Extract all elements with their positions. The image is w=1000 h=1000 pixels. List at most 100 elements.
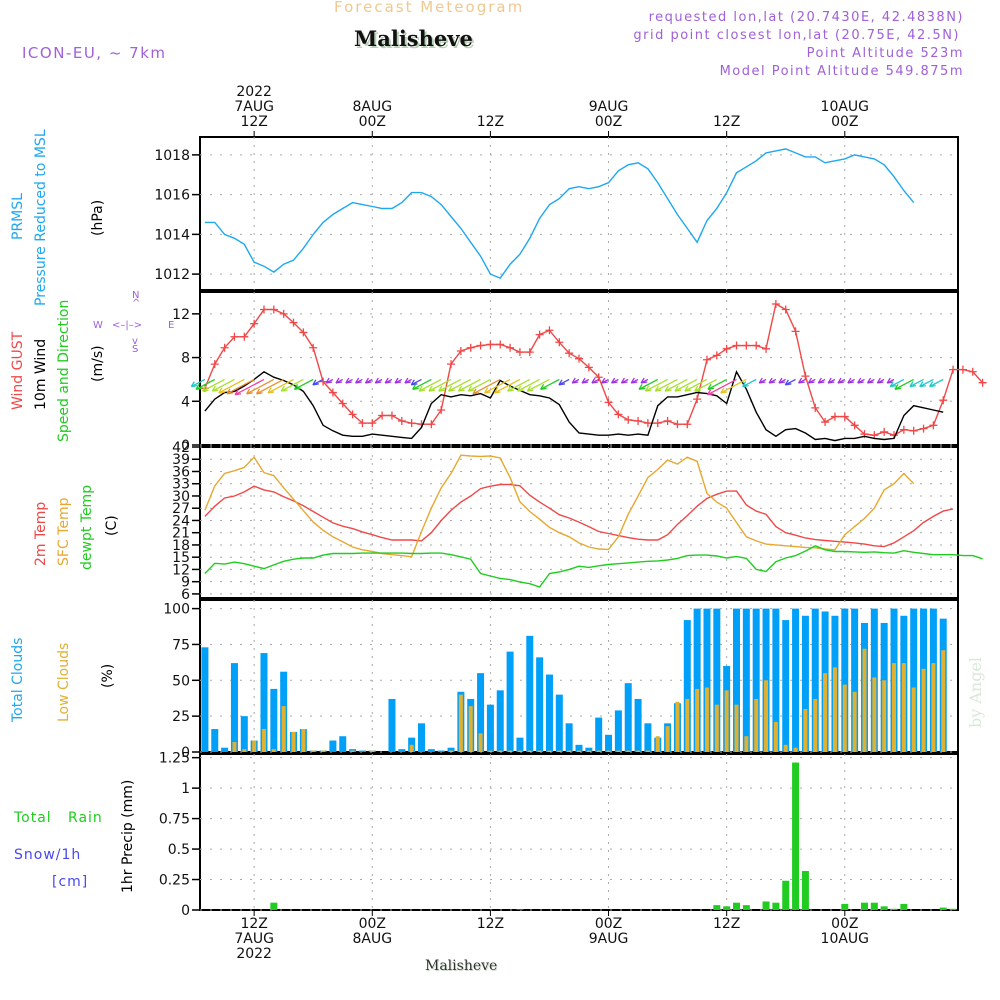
wind-arrow-head <box>516 385 524 392</box>
bar-low-clouds <box>655 736 660 752</box>
wind-arrow <box>645 378 668 392</box>
wind-arrow <box>428 378 452 392</box>
bar-low-clouds <box>488 750 493 752</box>
gust-marker <box>909 426 918 435</box>
wind-arrow-head <box>211 385 219 392</box>
gust-marker <box>240 332 249 341</box>
wind-arrow-head <box>325 377 333 384</box>
wind-arrow <box>655 378 678 392</box>
bar-total-clouds <box>496 690 504 752</box>
bar-total-clouds <box>752 608 760 752</box>
bar-total-clouds <box>240 716 248 752</box>
wind-arrow-head <box>467 385 475 392</box>
bar-low-clouds <box>281 706 286 752</box>
wind-arrow-head <box>448 385 455 392</box>
wind-arrow-head <box>428 385 436 392</box>
bar-total-rain <box>516 909 524 910</box>
model-label: ICON-EU, ~ 7km <box>22 44 167 62</box>
wind-arrow-head <box>847 377 854 384</box>
wind-arrow <box>234 378 265 396</box>
time-label-top: 12Z <box>477 114 504 130</box>
wind-arrow <box>664 378 688 392</box>
bar-total-clouds <box>230 663 238 752</box>
gust-marker <box>712 351 721 360</box>
wind-arrow-head <box>720 387 727 394</box>
y-tick-label: 0.75 <box>159 812 190 828</box>
wind-arrow-head <box>218 387 225 394</box>
gust-marker <box>387 411 396 420</box>
gust-marker <box>683 420 692 429</box>
time-label-bottom: 12Z <box>477 916 504 932</box>
compass-e: E <box>168 320 175 331</box>
wind-arrow <box>294 378 314 390</box>
wind-arrow-head <box>919 381 926 388</box>
bar-total-rain <box>860 902 868 910</box>
panel-frame <box>199 753 959 911</box>
gust-marker <box>575 354 583 363</box>
bar-total-clouds <box>388 698 396 752</box>
bar-total-clouds <box>447 747 455 752</box>
gust-marker <box>515 348 524 357</box>
bar-low-clouds <box>547 750 552 752</box>
bar-total-clouds <box>782 620 790 752</box>
wind-arrow-head <box>817 377 825 384</box>
y-tick-label: 1.25 <box>159 751 190 767</box>
bar-low-clouds <box>695 688 700 752</box>
bar-low-clouds <box>714 704 719 752</box>
wind-arrow <box>494 378 521 394</box>
bar-total-clouds <box>398 749 406 752</box>
wind-arrow-head <box>226 388 234 395</box>
snow-unit: [cm] <box>52 874 89 890</box>
bar-total-rain <box>713 905 721 910</box>
bar-total-clouds <box>565 723 573 752</box>
y-tick-label: 1014 <box>154 227 190 243</box>
compass-down-arrow: v <box>132 336 138 347</box>
y-tick-label: 27 <box>172 501 190 517</box>
wind-arrow-head <box>894 383 902 390</box>
time-label-bottom: 00Z <box>595 916 622 932</box>
wind-arrow <box>267 378 294 394</box>
bar-total-clouds <box>772 608 780 752</box>
bar-total-clouds <box>427 749 435 752</box>
wind-arrow <box>638 378 659 390</box>
gust-marker <box>939 396 948 405</box>
gust-marker <box>958 365 967 374</box>
wind-arrow-head <box>201 385 209 392</box>
wind-arrow-head <box>404 377 411 384</box>
wind-arrow-head <box>410 379 418 386</box>
bar-total-clouds <box>516 737 524 752</box>
wind-arrow <box>438 378 462 392</box>
wind-arrow <box>894 378 915 390</box>
gust-marker <box>880 427 889 436</box>
gust-marker <box>978 378 987 387</box>
y-tick-label: 1012 <box>154 267 190 283</box>
wind-arrow-head <box>384 377 392 384</box>
bar-low-clouds <box>675 701 680 752</box>
y-tick-label: 42 <box>172 440 190 456</box>
wind-arrow <box>742 378 757 388</box>
time-label-top: 12Z <box>240 114 267 130</box>
bar-low-clouds <box>852 691 857 752</box>
wind-arrow-head <box>684 385 691 392</box>
wind-arrow-head <box>827 377 835 384</box>
gust-marker <box>319 377 328 386</box>
bar-total-clouds <box>437 750 445 752</box>
gust-marker <box>486 340 495 349</box>
gust-marker <box>801 372 810 381</box>
bar-total-rain <box>762 901 770 910</box>
bar-total-clouds <box>595 717 603 752</box>
y-tick-label: 1018 <box>154 148 190 164</box>
wind-arrow-head <box>876 377 884 384</box>
bar-low-clouds <box>931 663 936 752</box>
gust-marker <box>929 421 938 430</box>
bar-total-rain <box>880 906 888 910</box>
time-label-top: 9AUG <box>589 99 629 115</box>
bar-low-clouds <box>911 687 916 752</box>
wind-arrow <box>448 378 472 392</box>
gust-marker <box>624 415 633 424</box>
gust-marker <box>634 416 643 425</box>
bar-total-rain <box>841 903 849 910</box>
wind-arrow-head <box>374 377 382 384</box>
bar-low-clouds <box>498 750 503 752</box>
wind-arrow-head <box>758 377 766 384</box>
